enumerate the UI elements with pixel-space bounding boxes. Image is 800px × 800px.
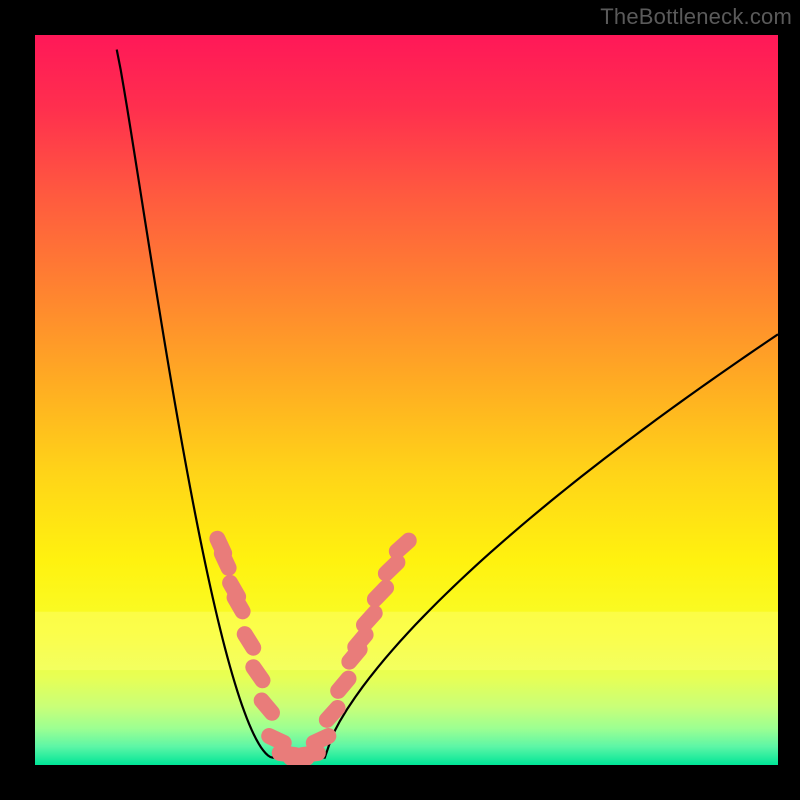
chart-container: TheBottleneck.com [0,0,800,800]
marker [397,541,409,552]
marker [235,597,243,611]
marker [364,613,375,625]
marker [245,634,253,648]
marker [302,753,318,755]
marker [314,736,329,743]
marker [355,635,365,647]
marker [375,588,386,600]
marker [262,700,272,712]
marker [222,553,229,568]
marker [338,679,348,691]
marker [253,667,262,680]
bottleneck-chart [0,0,800,800]
marker [386,562,398,573]
marker [327,708,338,720]
highlight-band [35,612,778,670]
marker [269,736,284,743]
watermark-text: TheBottleneck.com [600,4,792,30]
